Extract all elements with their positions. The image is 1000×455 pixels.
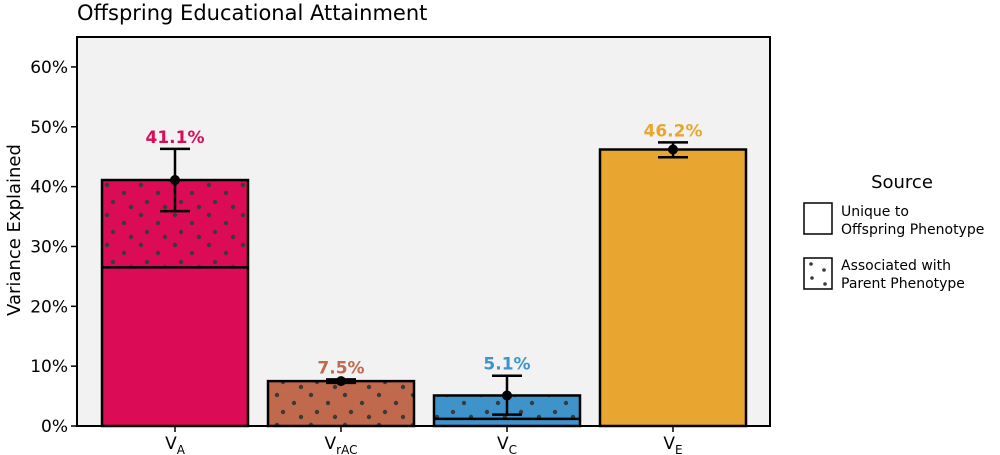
legend-swatch-associated (803, 257, 833, 290)
bars-group: 41.1% 7.5% 5.1% 46.2% (100, 121, 748, 428)
x-tick-label: VC (497, 434, 517, 455)
point-estimate (170, 175, 180, 186)
y-axis-label: Variance Explained (4, 144, 25, 316)
y-tick-label: 60% (30, 58, 68, 78)
bar (600, 149, 746, 426)
x-tick-label: VrAC (325, 434, 358, 455)
value-label: 46.2% (644, 121, 703, 141)
legend-label-unique-line1: Unique to (841, 204, 909, 220)
point-estimate (502, 390, 512, 401)
legend-dot (809, 262, 813, 266)
x-tick-label: VA (165, 434, 186, 455)
y-tick-label: 20% (30, 297, 68, 317)
x-tick-label: VE (663, 434, 682, 455)
chart-title: Offspring Educational Attainment (77, 1, 427, 25)
bar-associated-segment (268, 381, 414, 426)
legend-dot (823, 282, 827, 286)
legend-swatch-unique (803, 202, 833, 235)
y-tick-label: 30% (30, 237, 68, 257)
value-label: 41.1% (146, 128, 205, 148)
legend-label-associated-line1: Associated with (841, 258, 951, 274)
legend-dot (822, 268, 826, 272)
y-axis: 0% 10% 20% 30% 40% 50% 60% (30, 58, 77, 437)
y-tick-label: 40% (30, 178, 68, 198)
value-label: 7.5% (317, 358, 364, 378)
legend-label-unique-line2: Offspring Phenotype (841, 222, 984, 238)
legend-label-associated-line2: Parent Phenotype (841, 276, 965, 292)
y-tick-label: 50% (30, 118, 68, 138)
point-estimate (668, 144, 678, 155)
x-axis: VA VrAC VC VE (165, 426, 683, 455)
legend-dot (810, 276, 814, 280)
point-estimate (336, 376, 346, 387)
y-tick-label: 10% (30, 357, 68, 377)
legend: Source Unique to Offspring Phenotype Ass… (803, 172, 984, 292)
value-label: 5.1% (483, 355, 530, 375)
y-tick-label: 0% (41, 417, 68, 437)
legend-title: Source (871, 172, 933, 193)
